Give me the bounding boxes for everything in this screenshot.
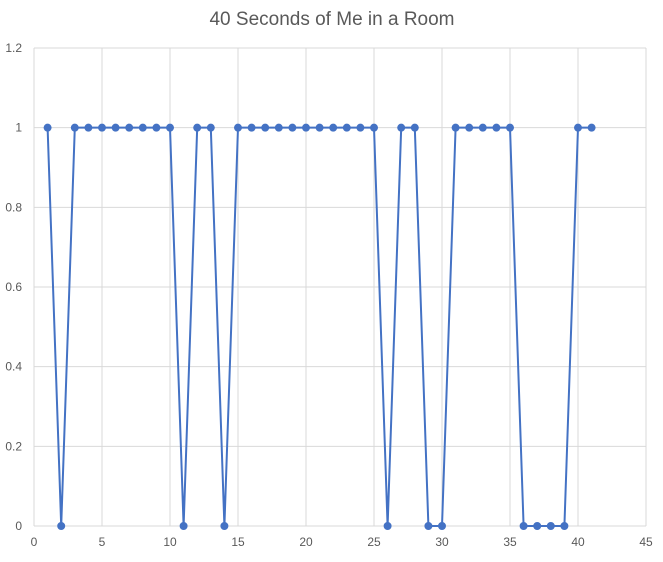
data-point — [506, 123, 514, 132]
x-tick-label: 10 — [163, 535, 177, 549]
data-point — [206, 123, 215, 132]
data-point — [193, 123, 202, 132]
data-point — [70, 123, 79, 132]
data-point — [98, 123, 106, 132]
y-tick-label: 0.6 — [5, 280, 22, 294]
x-tick-label: 40 — [571, 535, 585, 549]
y-tick-label: 0 — [15, 519, 22, 533]
data-point — [166, 123, 174, 132]
data-point — [152, 123, 161, 132]
data-point — [519, 522, 528, 530]
x-tick-label: 20 — [299, 535, 313, 549]
data-point — [356, 123, 365, 132]
y-tick-label: 0.8 — [5, 200, 22, 214]
data-point — [261, 123, 270, 132]
data-point — [274, 123, 283, 132]
data-point — [111, 123, 120, 132]
x-tick-label: 35 — [503, 535, 517, 549]
data-point — [125, 123, 134, 132]
data-point — [342, 123, 351, 132]
x-tick-label: 45 — [639, 535, 653, 549]
data-point — [179, 522, 188, 530]
data-point — [383, 522, 392, 530]
gridlines — [33, 47, 647, 527]
x-tick-label: 25 — [367, 535, 381, 549]
y-tick-label: 0.4 — [5, 360, 22, 374]
y-tick-label: 1.2 — [5, 41, 22, 55]
data-point — [410, 123, 419, 132]
data-point — [533, 522, 542, 530]
data-point — [492, 123, 501, 132]
data-point — [424, 522, 433, 530]
data-point — [465, 123, 474, 132]
data-points — [43, 123, 596, 530]
x-axis-tick-labels: 0 5 10 15 20 25 30 35 40 45 — [31, 535, 653, 549]
data-point — [220, 522, 229, 530]
x-tick-label: 0 — [31, 535, 38, 549]
data-point — [138, 123, 147, 132]
x-tick-label: 15 — [231, 535, 245, 549]
data-point — [302, 123, 310, 132]
data-point — [451, 123, 460, 132]
y-tick-label: 0.2 — [5, 439, 22, 453]
data-point — [574, 123, 582, 132]
chart-title: 40 Seconds of Me in a Room — [209, 9, 454, 30]
data-point — [587, 123, 596, 132]
data-point — [370, 123, 378, 132]
data-point — [315, 123, 324, 132]
data-point — [57, 522, 66, 530]
data-point — [329, 123, 338, 132]
data-point — [234, 123, 242, 132]
data-point — [247, 123, 256, 132]
data-point — [546, 522, 555, 530]
data-point — [397, 123, 406, 132]
data-point — [478, 123, 487, 132]
data-point — [438, 522, 446, 530]
data-point — [560, 522, 569, 530]
y-tick-label: 1 — [15, 121, 22, 135]
x-tick-label: 5 — [99, 535, 106, 549]
x-tick-label: 30 — [435, 535, 449, 549]
data-point — [84, 123, 93, 132]
data-point — [43, 123, 52, 132]
data-point — [288, 123, 297, 132]
y-axis-tick-labels: 0 0.2 0.4 0.6 0.8 1 1.2 — [5, 41, 22, 533]
